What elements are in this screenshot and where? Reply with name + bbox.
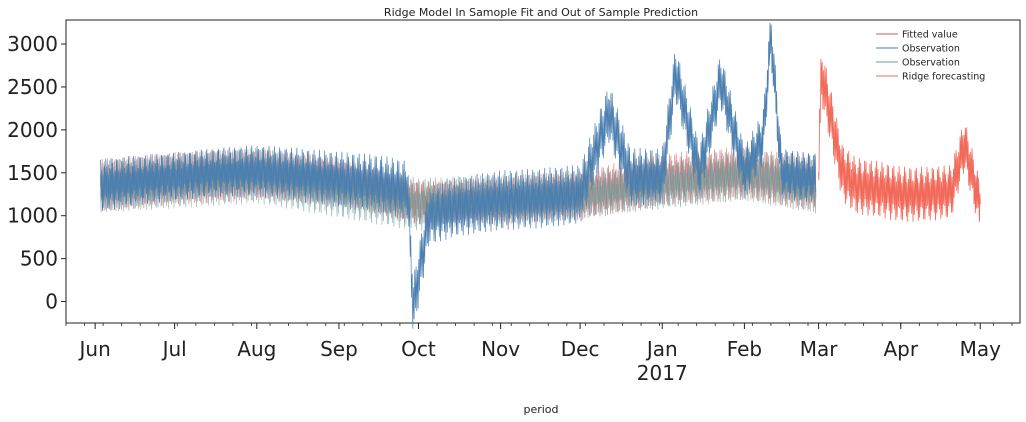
y-tick-label: 3000 xyxy=(7,32,58,56)
x-tick-label: May xyxy=(960,337,1002,361)
x-axis-label: period xyxy=(523,403,558,416)
legend-label: Observation xyxy=(902,58,960,69)
x-tick-label: Nov xyxy=(481,337,520,361)
chart-title: Ridge Model In Samople Fit and Out of Sa… xyxy=(384,6,698,19)
y-tick-label: 1500 xyxy=(7,161,58,185)
y-tick-label: 2500 xyxy=(7,75,58,99)
plot-frame xyxy=(65,19,1021,324)
y-axis: 0 500 1000 1500 2000 2500 3000 xyxy=(7,32,66,314)
legend: Fitted value Observation Observation Ridge … xyxy=(876,30,985,83)
legend-label: Observation xyxy=(902,44,960,55)
y-tick-label: 2000 xyxy=(7,118,58,142)
x-tick-label: Jan xyxy=(645,337,678,361)
x-tick-label: Apr xyxy=(883,337,918,361)
series-line xyxy=(100,22,817,329)
series-layer xyxy=(100,22,981,329)
legend-label: Ridge forecasting xyxy=(902,72,985,83)
y-tick-label: 1000 xyxy=(7,204,58,228)
x-tick-label: Dec xyxy=(561,337,600,361)
x-tick-label: Jul xyxy=(161,337,187,361)
x-tick-label: Aug xyxy=(237,337,276,361)
x-tick-label: Mar xyxy=(800,337,839,361)
x-tick-label: Jun xyxy=(78,337,111,361)
y-tick-label: 500 xyxy=(20,247,58,271)
legend-label: Fitted value xyxy=(902,30,958,41)
x-tick-year-label: 2017 xyxy=(637,361,688,385)
series-line xyxy=(818,58,981,223)
x-tick-label: Feb xyxy=(727,337,762,361)
y-tick-label: 0 xyxy=(45,290,58,314)
x-tick-label: Sep xyxy=(320,337,358,361)
x-tick-label: Oct xyxy=(401,337,436,361)
